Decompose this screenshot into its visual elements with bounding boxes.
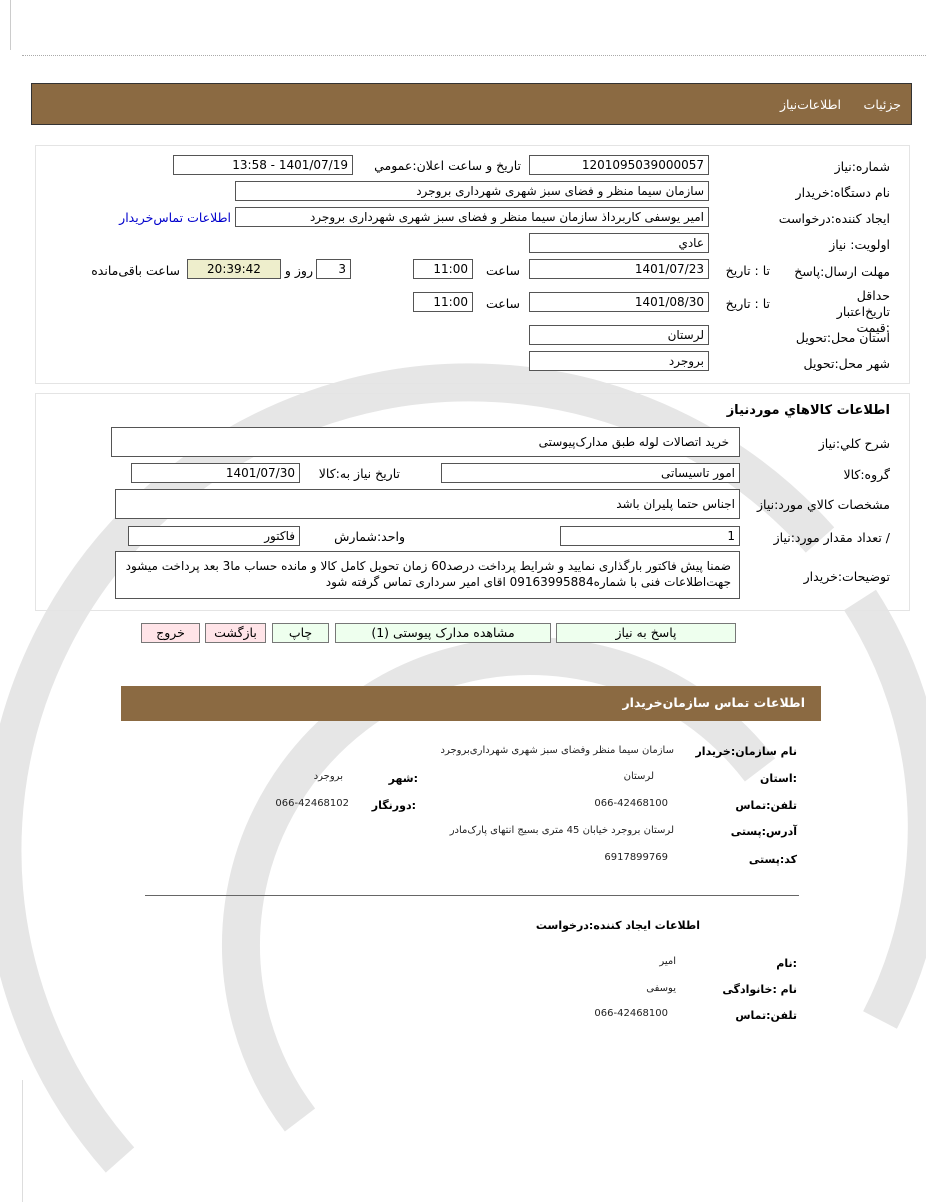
validity-label: حداقل تاریخ‌اعتبار :قیمت [836, 288, 890, 335]
creator-label: ایجاد کننده:درخواست [778, 211, 890, 226]
creator-field: امیر یوسفی کاربرداذ سازمان سیما منظر و ف… [235, 207, 709, 227]
unit-field: فاکتور [128, 526, 300, 546]
city-label: شهر محل:تحویل [803, 356, 891, 371]
view-documents-button[interactable]: مشاهده مدارک پیوستی (1) [335, 623, 551, 643]
phone-value: 066-42468100 [594, 798, 668, 809]
contact-province-label: :استان [760, 772, 797, 785]
goods-desc-field: خرید اتصالات لوله طبق مدارک‌پیوستی [111, 427, 740, 457]
buyer-field: سازمان سیما منظر و فضای سبز شهری شهرداری… [235, 181, 709, 201]
tab-need-info[interactable]: اطلاعات‌نیاز [779, 97, 841, 112]
creator-name-value: امیر [659, 956, 676, 967]
priority-label: اولویت: نیاز [829, 237, 890, 252]
creator-name-label: :نام [776, 957, 797, 970]
creator-phone-label: تلفن:تماس [735, 1009, 797, 1022]
city-field: بروجرد [529, 351, 709, 371]
exit-button[interactable]: خروج [141, 623, 200, 643]
deadline-label: مهلت ارسال:پاسخ [794, 264, 890, 279]
postal-label: کد:پستی [748, 853, 797, 866]
remaining-label: ساعت باقی‌مانده [91, 263, 180, 278]
remaining-time-field: 20:39:42 [187, 259, 281, 279]
need-number-field: 1201095039000057 [529, 155, 709, 175]
need-date-field: 1401/07/30 [131, 463, 300, 483]
contact-city-label: :شهر [388, 772, 418, 785]
reply-button[interactable]: پاسخ به نیاز [556, 623, 736, 643]
province-field: لرستان [529, 325, 709, 345]
postal-value: 6917899769 [604, 852, 668, 863]
qty-label: / تعداد مقدار مورد:نیاز [773, 530, 890, 545]
days-label: روز و [284, 263, 313, 278]
goods-desc-label: شرح كلي:نياز [818, 436, 890, 451]
validity-to-date-label: تا : تاریخ [725, 296, 770, 311]
fax-label: :دورنگار [371, 799, 416, 812]
buyer-contact-link[interactable]: اطلاعات تماس‌خریدار [119, 210, 231, 225]
notes-field: ضمنا پیش فاکتور بارگذاری نمایید و شرایط … [115, 551, 740, 599]
contact-province-value: لرستان [623, 771, 654, 782]
notes-label: توضیحات:خریدار [803, 569, 890, 584]
creator-phone-value: 066-42468100 [594, 1008, 668, 1019]
creator-family-label: نام :خانوادگی [722, 983, 797, 996]
creator-family-value: یوسفی [646, 983, 676, 994]
page-header: جزئیات اطلاعات‌نیاز [31, 83, 912, 125]
spec-field: اجناس حتما پلیران باشد [115, 489, 740, 519]
validity-time-field: 11:00 [413, 292, 473, 312]
unit-label: واحد:شمارش [334, 529, 405, 544]
back-button[interactable]: بازگشت [205, 623, 266, 643]
print-button[interactable]: چاپ [272, 623, 329, 643]
goods-title: اطلاعات كالاهاي موردنياز [726, 403, 890, 418]
bottom-left-border [22, 1080, 23, 1202]
goods-panel [35, 393, 910, 611]
buyer-label: نام دستگاه:خریدار [795, 185, 890, 200]
deadline-date-field: 1401/07/23 [529, 259, 709, 279]
announce-label: تاریخ و ساعت اعلان:عمومي [374, 158, 521, 173]
need-info-panel [35, 145, 910, 384]
contact-header: اطلاعات تماس سازمان‌خریدار [121, 686, 821, 721]
announce-field: 1401/07/19 - 13:58 [173, 155, 353, 175]
qty-field: 1 [560, 526, 740, 546]
contact-title: اطلاعات تماس سازمان‌خریدار [622, 695, 805, 710]
group-label: گروه:کالا [843, 467, 890, 482]
spec-label: مشخصات كالاي مورد:نياز [756, 497, 890, 512]
org-value: سازمان سیما منظر وفضای سبز شهری شهرداری‌… [440, 745, 674, 756]
province-label: استان محل:تحویل [795, 330, 890, 345]
address-value: لرستان بروجرد خیابان 45 متری بسیج انتهای… [449, 825, 674, 836]
need-date-label: تاریخ نیاز به:کالا [318, 466, 400, 481]
creator-info-title: اطلاعات ایجاد کننده:درخواست [535, 919, 700, 932]
fax-value: 066-42468102 [275, 798, 349, 809]
need-number-label: شماره:نیاز [834, 159, 890, 174]
deadline-time-label: ساعت [485, 263, 520, 278]
address-label: آدرس:پستی [730, 825, 797, 838]
validity-time-label: ساعت [485, 296, 520, 311]
validity-date-field: 1401/08/30 [529, 292, 709, 312]
group-field: امور تاسیساتی [441, 463, 740, 483]
contact-city-value: بروجرد [313, 771, 343, 782]
tab-details[interactable]: جزئیات [863, 97, 901, 112]
org-label: نام سازمان:خریدار [695, 745, 797, 758]
phone-label: تلفن:تماس [735, 799, 797, 812]
priority-field: عادي [529, 233, 709, 253]
top-divider [22, 55, 926, 56]
days-field: 3 [316, 259, 351, 279]
deadline-to-date-label: تا : تاریخ [725, 263, 770, 278]
section-divider [145, 895, 799, 896]
left-border [10, 0, 11, 50]
deadline-time-field: 11:00 [413, 259, 473, 279]
